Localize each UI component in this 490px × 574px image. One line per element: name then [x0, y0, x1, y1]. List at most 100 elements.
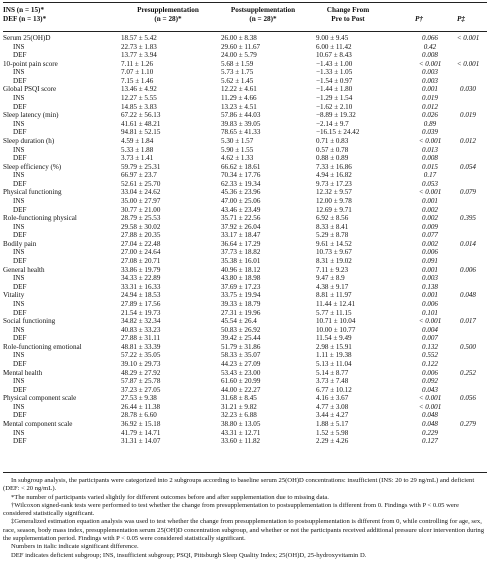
presupplementation-value: 57.22 ± 35.05 [121, 351, 161, 360]
header-post-line1: Postsupplementation [230, 6, 296, 14]
row-label: Sleep latency (min) [3, 111, 59, 120]
row-label: DEF [13, 128, 27, 137]
gee-p-value: 0.252 [460, 368, 476, 377]
row-label: DEF [13, 154, 27, 163]
table-row: INS 57.22 ± 35.05 58.33 ± 35.07 1.11 ± 19.3… [3, 351, 487, 360]
table-row: INS 40.83 ± 33.23 50.83 ± 26.92 10.00 ± 10.… [3, 326, 487, 335]
table-row: DEF 37.23 ± 27.05 44.00 ± 22.27 6.77 ± 10.1… [3, 386, 487, 395]
gee-p-value [449, 360, 487, 369]
gee-p-value: 0.014 [460, 239, 476, 248]
presupplementation-value: 30.77 ± 21.00 [121, 205, 161, 214]
p-value: 0.001 [422, 291, 438, 300]
table-row: DEF 33.31 ± 16.33 37.69 ± 17.23 4.38 ± 9.17… [3, 283, 487, 292]
p-value: 0.009 [422, 222, 438, 231]
postsupplementation-value: 4.62 ± 1.33 [221, 154, 254, 163]
gee-p-value [449, 94, 487, 103]
presupplementation-value: 7.11 ± 1.26 [121, 59, 154, 68]
row-label: Global PSQI score [3, 85, 57, 94]
presupplementation-value: 52.61 ± 25.70 [121, 179, 161, 188]
bottom-rule [3, 472, 487, 473]
p-value: 0.092 [422, 377, 438, 386]
postsupplementation-value: 5.90 ± 1.55 [221, 145, 254, 154]
p-value: < 0.001 [418, 136, 442, 145]
postsupplementation-value: 5.73 ± 1.75 [221, 68, 254, 77]
presupplementation-value: 33.04 ± 24.62 [121, 188, 161, 197]
table-row: DEF 39.10 ± 29.73 44.23 ± 27.09 5.13 ± 11.0… [3, 360, 487, 369]
presupplementation-value: 21.54 ± 19.73 [121, 308, 161, 317]
p-value: 0.001 [422, 196, 438, 205]
postsupplementation-value: 37.92 ± 26.04 [221, 222, 261, 231]
row-label: DEF [13, 308, 27, 317]
postsupplementation-value: 26.00 ± 8.38 [221, 34, 257, 42]
gee-p-value [449, 326, 487, 335]
presupplementation-value: 12.27 ± 5.55 [121, 94, 157, 103]
table-row: Role-functioning emotional 48.81 ± 33.39 5… [3, 343, 487, 352]
row-label: DEF [13, 205, 27, 214]
presupplementation-value: 5.33 ± 1.88 [121, 145, 154, 154]
postsupplementation-value: 44.23 ± 27.09 [221, 359, 261, 368]
table-row: Physical component scale 27.53 ± 9.38 31.6… [3, 394, 487, 403]
gee-p-value [449, 206, 487, 215]
row-label: DEF [13, 76, 27, 85]
change-value: 5.77 ± 11.15 [316, 308, 352, 317]
postsupplementation-value: 40.96 ± 18.12 [221, 265, 261, 274]
table-row: DEF 27.88 ± 20.35 33.17 ± 18.47 5.29 ± 8.78… [3, 231, 487, 240]
row-label: INS [13, 402, 25, 411]
row-label: DEF [13, 257, 27, 266]
row-label: Sleep efficiency (%) [3, 162, 62, 171]
results-table: Serum 25(OH)D 18.57 ± 5.42 26.00 ± 8.38 9.0… [3, 34, 487, 446]
presupplementation-value: 41.79 ± 14.71 [121, 428, 161, 437]
table-row: Mental component scale 36.92 ± 15.18 38.80… [3, 420, 487, 429]
p-value: 0.007 [422, 334, 438, 343]
postsupplementation-value: 32.23 ± 6.88 [221, 411, 257, 420]
footnote-subgroups: In subgroup analysis, the participants w… [3, 477, 475, 493]
postsupplementation-value: 78.65 ± 41.33 [221, 128, 261, 137]
gee-p-value: 0.395 [460, 214, 476, 223]
p-value: 0.42 [423, 42, 437, 51]
postsupplementation-value: 35.71 ± 22.56 [221, 214, 261, 223]
p-value: 0.043 [422, 385, 438, 394]
p-value: 0.001 [422, 85, 438, 94]
table-row: Bodily pain 27.04 ± 22.48 36.64 ± 17.29 9.6… [3, 240, 487, 249]
postsupplementation-value: 39.33 ± 18.79 [221, 299, 261, 308]
postsupplementation-value: 12.22 ± 4.61 [221, 85, 257, 94]
table-row: Serum 25(OH)D 18.57 ± 5.42 26.00 ± 8.38 9.0… [3, 34, 487, 43]
p-value: 0.006 [422, 368, 438, 377]
postsupplementation-value: 33.75 ± 19.94 [221, 291, 261, 300]
presupplementation-value: 33.86 ± 19.79 [121, 265, 161, 274]
presupplementation-value: 37.23 ± 27.05 [121, 385, 161, 394]
change-value: 6.77 ± 10.12 [316, 385, 352, 394]
row-label: INS [13, 94, 25, 103]
row-label: Mental health [3, 368, 43, 377]
gee-p-value [449, 257, 487, 266]
table-row: Mental health 48.29 ± 27.92 53.43 ± 23.00 5… [3, 369, 487, 378]
row-label: INS [13, 377, 25, 386]
table-row: INS 22.73 ± 1.83 29.60 ± 11.67 6.00 ± 11.42… [3, 43, 487, 52]
row-label: INS [13, 68, 25, 77]
presupplementation-value: 27.88 ± 31.11 [121, 334, 161, 343]
presupplementation-value: 24.94 ± 18.53 [121, 291, 161, 300]
change-value: 2.29 ± 4.26 [316, 437, 349, 446]
change-value: 10.73 ± 9.67 [316, 248, 352, 257]
gee-p-value [449, 351, 487, 360]
row-label: DEF [13, 385, 27, 394]
presupplementation-value: 33.31 ± 16.33 [121, 282, 161, 291]
row-label: Social functioning [3, 317, 56, 326]
gee-p-value [449, 386, 487, 395]
change-value: 8.33 ± 8.41 [316, 222, 349, 231]
change-value: −1.44 ± 1.80 [316, 85, 353, 94]
header-group-line1: INS (n = 15)* [3, 6, 45, 14]
row-label: DEF [13, 282, 27, 291]
change-value: 1.52 ± 5.98 [316, 428, 349, 437]
gee-p-value: 0.017 [460, 317, 476, 326]
postsupplementation-value: 62.33 ± 19.34 [221, 179, 261, 188]
change-value: 10.67 ± 8.43 [316, 51, 352, 60]
row-label: 10-point pain score [3, 59, 58, 68]
gee-p-value [449, 223, 487, 232]
p-value: < 0.001 [418, 394, 442, 403]
row-label: Serum 25(OH)D [3, 34, 51, 42]
table-row: Physical functioning 33.04 ± 24.62 45.36 ±… [3, 188, 487, 197]
p-value: 0.012 [422, 102, 438, 111]
gee-p-value [449, 231, 487, 240]
postsupplementation-value: 33.60 ± 11.82 [221, 437, 261, 446]
